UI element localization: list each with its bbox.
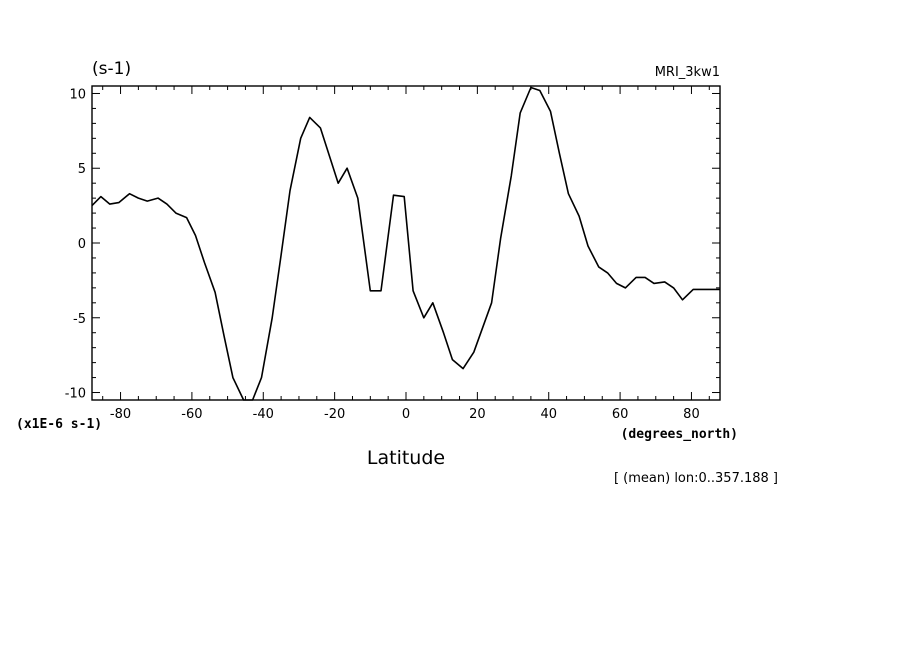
x-tick-label: 80	[683, 407, 700, 422]
x-axis-label: Latitude	[367, 447, 445, 469]
tick-labels: -80 -60 -40 -20 0 20 40 60 80 -10 -5 0 5 10	[65, 87, 700, 422]
y-tick-label: 0	[78, 237, 86, 252]
series-line	[91, 86, 720, 401]
axis-ticks	[92, 86, 720, 400]
x-tick-label: 40	[540, 407, 557, 422]
footnote: [ (mean) lon:0..357.188 ]	[614, 471, 778, 486]
x-tick-label: 60	[612, 407, 629, 422]
model-label: MRI_3kw1	[655, 65, 720, 80]
chart-title: (s-1)	[92, 59, 131, 79]
y-tick-label: 10	[69, 87, 86, 102]
y-scale-label: (x1E-6 s-1)	[16, 417, 102, 432]
x-tick-label: 20	[469, 407, 486, 422]
y-tick-label: -5	[73, 312, 86, 327]
x-unit-label: (degrees_north)	[621, 427, 738, 442]
plot-frame	[91, 85, 721, 401]
x-tick-label: 0	[402, 407, 410, 422]
x-tick-label: -40	[253, 407, 274, 422]
y-tick-label: -10	[65, 387, 86, 402]
y-tick-label: 5	[78, 162, 86, 177]
x-tick-label: -80	[110, 407, 131, 422]
x-tick-label: -60	[181, 407, 202, 422]
x-tick-label: -20	[324, 407, 345, 422]
